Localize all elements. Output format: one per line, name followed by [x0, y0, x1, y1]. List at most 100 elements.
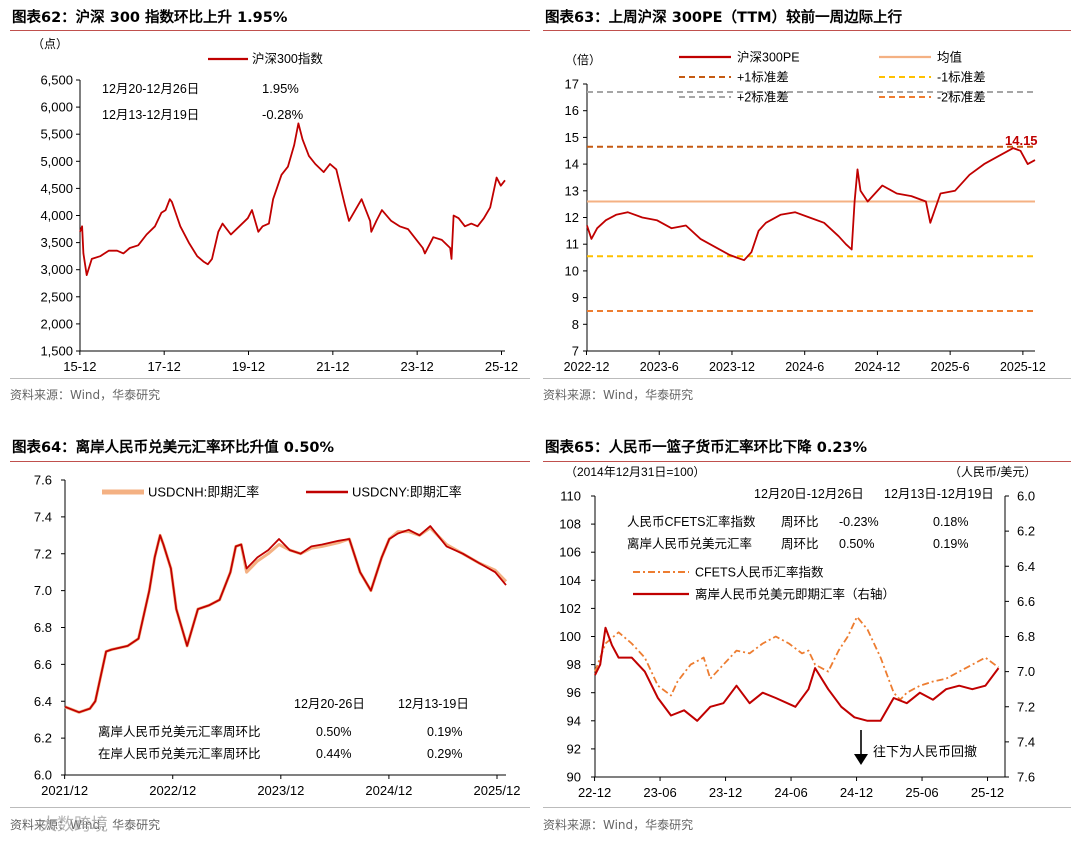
- series-line-usdcny: [64, 525, 507, 714]
- annotation-period: 12月13-12月19日: [102, 108, 199, 122]
- legend-label: 沪深300PE: [737, 51, 800, 65]
- x-tick-label: 15-12: [63, 359, 96, 374]
- x-tick-label: 22-12: [578, 785, 611, 800]
- table-cell: 0.18%: [933, 515, 968, 529]
- y-tick-label-left: 104: [559, 573, 581, 588]
- source-note: 资料来源：Wind，华泰研究: [543, 388, 694, 402]
- y-tick-label: 7.2: [34, 546, 52, 561]
- table-cell: 0.29%: [427, 747, 462, 761]
- y-tick-label: 6.2: [34, 731, 52, 746]
- chart-62-svg: （点） 1,500 2,000 2,500 3,000 3,500 4,000 4,500 5,…: [32, 37, 518, 374]
- table-header: 12月13日-12月19日: [884, 487, 994, 501]
- annotation-value: 1.95%: [262, 81, 299, 96]
- series-line-cfets: [594, 615, 1000, 701]
- x-tick-label: 2024-12: [854, 360, 900, 374]
- chart-title: 图表63：上周沪深 300PE（TTM）较前一周边际上行: [545, 10, 903, 26]
- x-tick-label: 2025-6: [931, 360, 970, 374]
- x-tick-label: 2021/12: [41, 783, 88, 798]
- chart-65-svg: （2014年12月31日=100） （人民币/美元） 90 92 94 96 98 100 10…: [559, 465, 1036, 800]
- y-tick-label: 7.4: [34, 509, 52, 524]
- title-rule: [543, 30, 1071, 31]
- x-tick-label: 2022-12: [564, 360, 610, 374]
- table-row-label: 离岸人民币兑美元汇率: [627, 536, 752, 551]
- source-note: 资料来源：Wind，华泰研究: [543, 818, 694, 832]
- legend-label: -2标准差: [937, 91, 986, 105]
- y-tick-label-right: 7.6: [1017, 770, 1035, 785]
- y-tick-label-right: 6.4: [1017, 559, 1035, 574]
- table-row-period: 周环比: [781, 515, 819, 529]
- table-cell: 0.44%: [316, 747, 351, 761]
- callout-label: 14.15: [1005, 133, 1038, 148]
- y-tick-label-left: 92: [567, 741, 581, 756]
- x-tick-label: 2024/12: [365, 783, 412, 798]
- table-cell: -0.23%: [839, 515, 879, 529]
- y-tick-label: 4,500: [40, 181, 73, 196]
- series-line-usdcnh: [64, 526, 508, 714]
- y-tick-label: 7.0: [34, 583, 52, 598]
- panel-chart-64: 图表64：离岸人民币兑美元汇率环比升值 0.50% 6.0 6.2 6.4 6.6 6.…: [10, 430, 530, 844]
- legend-label: USDCNH:即期汇率: [148, 485, 259, 500]
- x-tick-label: 2025/12: [473, 783, 520, 798]
- y-tick-label-left: 108: [559, 517, 581, 532]
- source-rule: [543, 378, 1071, 379]
- y-tick-label: 6.4: [34, 694, 52, 709]
- y-tick-label: 2,500: [40, 289, 73, 304]
- y-tick-label: 7: [572, 344, 579, 359]
- y-tick-label: 6.8: [34, 620, 52, 635]
- unit-label: （倍）: [565, 52, 601, 67]
- x-tick-label: 2024-6: [785, 360, 824, 374]
- chart-63-svg: （倍） 7 8 9 10 11 12 13 14 15 16 17 2022-12 2023-6 2023-…: [564, 50, 1046, 375]
- title-rule: [10, 461, 530, 462]
- chart-title: 图表62：沪深 300 指数环比上升 1.95%: [12, 10, 288, 26]
- y-tick-label-right: 7.4: [1017, 734, 1035, 749]
- x-tick-label: 2025-12: [1000, 360, 1046, 374]
- x-tick-label: 2023/12: [257, 783, 304, 798]
- y-tick-label: 9: [572, 290, 579, 305]
- panel-chart-62: 图表62：沪深 300 指数环比上升 1.95% （点） 1,500 2,000 2,…: [10, 0, 530, 420]
- y-tick-label-left: 90: [567, 770, 581, 785]
- annotation-period: 12月20-12月26日: [102, 82, 199, 96]
- title-rule: [543, 461, 1071, 462]
- annotation-value: -0.28%: [262, 107, 304, 122]
- x-tick-label: 24-12: [840, 785, 873, 800]
- legend-label: 离岸人民币兑美元即期汇率（右轴）: [695, 587, 895, 602]
- x-tick-label: 25-06: [905, 785, 938, 800]
- legend-label: -1标准差: [937, 71, 986, 85]
- unit-label: （点）: [32, 37, 68, 51]
- y-tick-label-left: 98: [567, 657, 581, 672]
- title-rule: [10, 30, 530, 31]
- y-tick-label: 6.6: [34, 657, 52, 672]
- table-cell: 0.19%: [427, 725, 462, 739]
- x-tick-label: 23-12: [401, 359, 434, 374]
- x-tick-label: 17-12: [148, 359, 181, 374]
- y-tick-label: 13: [565, 183, 579, 198]
- right-unit-label: （人民币/美元）: [949, 465, 1036, 479]
- y-tick-label: 6,500: [40, 73, 73, 88]
- y-tick-label-right: 6.6: [1017, 594, 1035, 609]
- source-rule: [10, 807, 530, 808]
- legend-label: +1标准差: [737, 71, 789, 85]
- watermark: 大数跨境: [40, 815, 108, 835]
- y-tick-label: 15: [565, 130, 579, 145]
- y-tick-label: 5,000: [40, 154, 73, 169]
- table-header: 12月20日-12月26日: [754, 487, 864, 501]
- y-tick-label: 17: [565, 77, 579, 92]
- table-header: 12月20-26日: [294, 697, 365, 711]
- table-row-period: 周环比: [781, 537, 819, 551]
- arrow-note: 往下为人民币回撤: [873, 744, 977, 759]
- x-tick-label: 2023-12: [709, 360, 755, 374]
- y-tick-label: 12: [565, 210, 579, 225]
- table-cell: 0.19%: [933, 537, 968, 551]
- y-tick-label: 4,000: [40, 208, 73, 223]
- y-tick-label-left: 102: [559, 601, 581, 616]
- panel-chart-63: 图表63：上周沪深 300PE（TTM）较前一周边际上行 （倍） 7 8 9 10 11 1…: [543, 0, 1071, 420]
- panel-chart-65: 图表65：人民币一篮子货币汇率环比下降 0.23% （2014年12月31日=1…: [543, 430, 1071, 844]
- y-tick-label: 2,000: [40, 316, 73, 331]
- source-rule: [543, 807, 1071, 808]
- y-tick-label-left: 96: [567, 685, 581, 700]
- chart-64-svg: 6.0 6.2 6.4 6.6 6.8 7.0 7.2 7.4 7.6 2021/12 2022/1…: [34, 473, 521, 799]
- x-tick-label: 24-06: [774, 785, 807, 800]
- y-tick-label: 11: [566, 237, 580, 252]
- table-row-label: 在岸人民币兑美元汇率周环比: [98, 746, 261, 761]
- y-tick-label-left: 100: [559, 629, 581, 644]
